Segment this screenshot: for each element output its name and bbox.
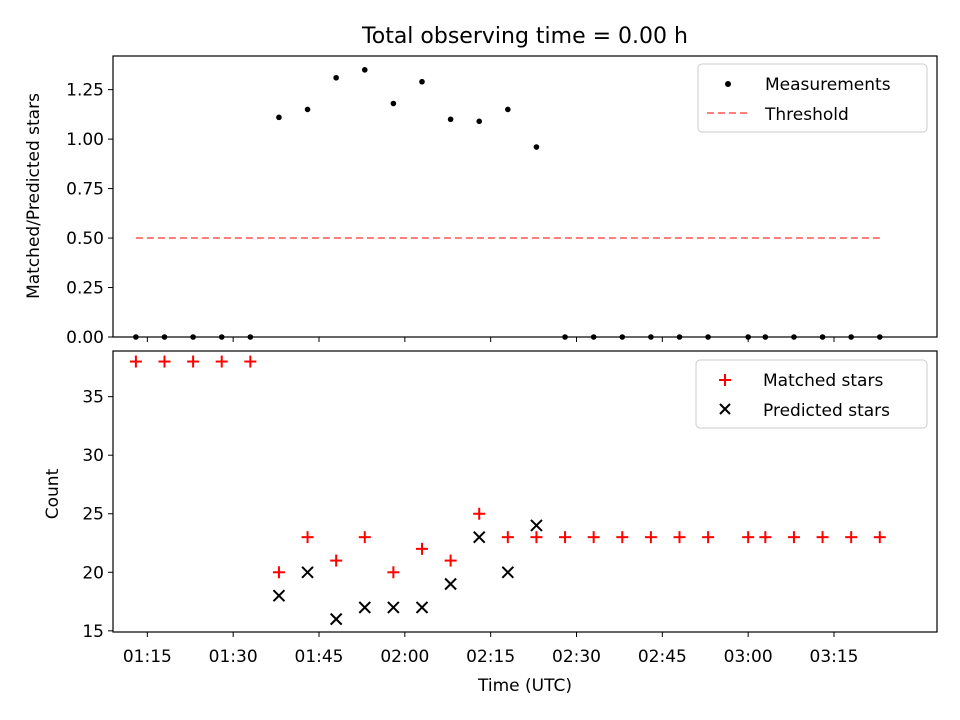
matched-star-point xyxy=(787,531,800,544)
x-tick-label: 02:45 xyxy=(638,647,687,667)
measurement-point xyxy=(505,106,511,113)
predicted-star-point xyxy=(530,519,543,532)
matched-star-point xyxy=(873,531,886,544)
matched-star-point xyxy=(759,531,772,544)
chart-title: Total observing time = 0.00 h xyxy=(361,24,688,49)
measurement-point xyxy=(304,106,311,113)
bottom-legend-box xyxy=(695,359,928,429)
matched-star-point xyxy=(702,531,715,544)
bottom-y-tick-label: 25 xyxy=(82,505,104,525)
predicted-star-point xyxy=(272,589,286,602)
measurement-point xyxy=(361,67,368,73)
x-tick-label: 02:15 xyxy=(466,647,515,667)
top-y-tick-label: 0.50 xyxy=(66,229,104,249)
matched-star-point xyxy=(330,554,343,567)
matched-star-point xyxy=(416,542,428,555)
bottom-y-tick-label: 30 xyxy=(82,446,104,466)
x-tick-label: 03:00 xyxy=(724,647,773,667)
top-plot-panel: 0.00 0.25 0.50 0.75 1.00 1.25 Matched/Predict… xyxy=(24,55,938,348)
x-tick-label: 02:00 xyxy=(380,647,429,667)
x-tick-label: 02:30 xyxy=(552,647,601,667)
legend-measurements-marker xyxy=(725,81,731,87)
top-plot-frame xyxy=(112,55,938,338)
matched-star-point xyxy=(129,355,142,368)
predicted-star-point xyxy=(329,612,343,626)
legend-predicted-marker xyxy=(719,403,731,415)
predicted-star-point xyxy=(501,566,515,579)
x-tick-label: 03:15 xyxy=(810,647,859,667)
bottom-y-axis-label: Count xyxy=(43,468,63,519)
x-tick-label: 01:15 xyxy=(123,647,172,667)
matched-star-point xyxy=(272,566,285,579)
matched-star-point xyxy=(158,355,171,368)
measurement-point xyxy=(476,118,483,125)
top-y-tick-label: 1.00 xyxy=(66,130,104,150)
measurement-point xyxy=(333,74,339,81)
matched-star-point xyxy=(587,531,600,544)
matched-star-point xyxy=(187,355,200,368)
matched-star-point xyxy=(644,531,657,544)
bottom-y-tick-label: 20 xyxy=(82,563,104,583)
measurement-point xyxy=(447,116,454,123)
legend-measurements-label: Measurements xyxy=(765,75,891,95)
matched-star-point xyxy=(501,531,514,544)
bottom-plot-panel: 15 20 25 30 35 01:15 01:30 01:45 02:00 02:15 02:30… xyxy=(43,350,938,696)
matched-star-point xyxy=(244,355,257,368)
matched-star-point xyxy=(530,531,543,544)
measurement-point xyxy=(419,78,425,85)
top-y-tick-label: 1.25 xyxy=(66,81,104,101)
top-legend: Measurements Threshold xyxy=(697,63,928,133)
matched-star-point xyxy=(387,566,400,579)
top-legend-box xyxy=(697,63,928,133)
matched-star-point xyxy=(742,531,755,544)
legend-matched-marker xyxy=(719,374,731,386)
predicted-star-point xyxy=(444,577,457,591)
measurement-point xyxy=(533,144,540,150)
legend-predicted-label: Predicted stars xyxy=(763,401,890,421)
measurement-point xyxy=(390,100,397,107)
predicted-star-point xyxy=(301,566,314,579)
bottom-y-tick-label: 15 xyxy=(82,622,104,642)
x-tick-label: 01:30 xyxy=(209,647,258,667)
top-y-tick-label: 0.25 xyxy=(66,279,104,299)
top-y-tick-label: 0.00 xyxy=(66,328,104,348)
matched-star-point xyxy=(215,355,228,368)
predicted-star-point xyxy=(415,601,429,614)
matched-star-point xyxy=(673,531,686,544)
matched-star-point xyxy=(845,531,858,544)
matched-star-point xyxy=(444,554,457,567)
predicted-star-point xyxy=(387,601,400,614)
matched-star-point xyxy=(358,531,371,544)
top-y-axis-label: Matched/Predicted stars xyxy=(24,93,44,299)
legend-threshold-label: Threshold xyxy=(764,105,849,125)
matched-star-point xyxy=(616,531,629,544)
bottom-y-tick-label: 35 xyxy=(82,388,104,408)
top-y-tick-label: 0.75 xyxy=(66,180,104,200)
x-tick-label: 01:45 xyxy=(295,647,344,667)
bottom-plot-frame xyxy=(112,350,938,633)
matched-star-point xyxy=(559,531,572,544)
bottom-legend: Matched stars Predicted stars xyxy=(695,359,928,429)
measurement-point xyxy=(276,114,282,121)
x-axis-label: Time (UTC) xyxy=(477,676,572,696)
predicted-star-point xyxy=(473,530,486,544)
matched-star-point xyxy=(473,507,486,520)
matched-star-point xyxy=(816,531,829,544)
matched-star-point xyxy=(301,531,314,544)
predicted-star-point xyxy=(358,601,371,614)
legend-matched-label: Matched stars xyxy=(763,371,883,391)
